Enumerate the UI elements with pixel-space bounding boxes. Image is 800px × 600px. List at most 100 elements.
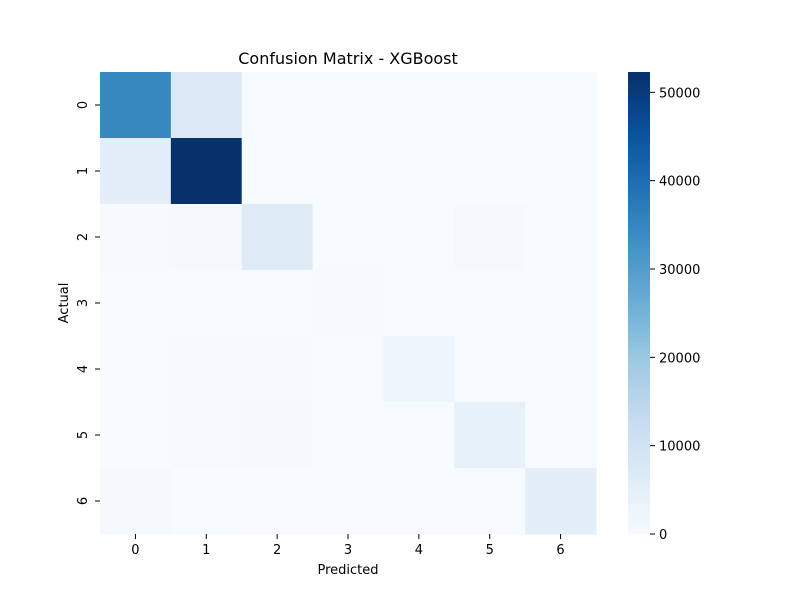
colorbar-segment-106 — [628, 122, 650, 127]
colorbar-segment-42 — [628, 368, 650, 373]
heatmap-cell-6-2 — [241, 468, 314, 535]
heatmap-cell-1-2 — [241, 138, 314, 205]
colorbar-segment-71 — [628, 256, 650, 262]
colorbar-segment-70 — [628, 260, 650, 266]
colorbar-segment-57 — [628, 310, 650, 316]
heatmap-cell-4-6 — [525, 336, 597, 403]
colorbar-segment-87 — [628, 195, 650, 200]
colorbar-segment-74 — [628, 245, 650, 250]
heatmap-cell-5-4 — [383, 402, 455, 469]
heatmap-cell-3-2 — [241, 270, 314, 337]
heatmap-cell-1-4 — [383, 138, 455, 205]
colorbar-segment-97 — [628, 156, 650, 162]
colorbar-segment-78 — [628, 229, 650, 235]
colorbar-segment-24 — [628, 437, 650, 443]
colorbar-segment-38 — [628, 383, 650, 389]
heatmap-cell-1-6 — [525, 138, 597, 205]
colorbar-segment-84 — [628, 206, 650, 212]
colorbar-segment-1 — [628, 526, 650, 531]
heatmap-cell-5-1 — [170, 402, 243, 469]
colorbar-tick-label-3: 30000 — [659, 263, 700, 278]
colorbar-segment-112 — [628, 98, 650, 104]
colorbar-segment-89 — [628, 187, 650, 192]
heatmap-cell-6-4 — [383, 468, 455, 535]
heatmap-cell-2-2 — [241, 204, 314, 271]
heatmap-cell-4-3 — [312, 336, 385, 403]
colorbar-segment-72 — [628, 252, 650, 258]
heatmap-cell-5-2 — [241, 402, 314, 469]
colorbar-segment-96 — [628, 160, 650, 165]
colorbar-segment-91 — [628, 179, 650, 185]
colorbar-segment-4 — [628, 514, 650, 520]
colorbar-segment-55 — [628, 318, 650, 323]
colorbar-segment-23 — [628, 441, 650, 447]
colorbar-segment-49 — [628, 341, 650, 346]
colorbar-segment-52 — [628, 329, 650, 335]
colorbar-segment-29 — [628, 418, 650, 423]
heatmap-cell-6-6 — [525, 468, 597, 535]
colorbar-segment-14 — [628, 476, 650, 481]
colorbar-segment-37 — [628, 387, 650, 393]
heatmap-cell-5-6 — [525, 402, 597, 469]
colorbar-segment-81 — [628, 218, 650, 223]
x-tick-label-4: 4 — [415, 543, 423, 558]
colorbar-segment-66 — [628, 276, 650, 281]
colorbar-segment-79 — [628, 226, 650, 231]
heatmap-cell-0-0 — [100, 72, 172, 139]
colorbar-segment-65 — [628, 279, 650, 285]
heatmap-cell-6-3 — [312, 468, 385, 535]
chart-title: Confusion Matrix - XGBoost — [238, 49, 458, 68]
colorbar-segment-116 — [628, 83, 650, 88]
colorbar-segment-53 — [628, 326, 650, 331]
heatmap-cell-0-4 — [383, 72, 455, 139]
heatmap-cell-4-5 — [454, 336, 526, 403]
y-tick-label-4: 4 — [76, 365, 91, 373]
heatmap-cell-2-3 — [312, 204, 385, 271]
y-tick-label-1: 1 — [76, 167, 91, 175]
colorbar-tick-label-2: 20000 — [659, 351, 700, 366]
colorbar-segment-62 — [628, 291, 650, 296]
colorbar-segment-6 — [628, 507, 650, 512]
colorbar-tick-label-4: 40000 — [659, 175, 700, 190]
heatmap-cell-2-4 — [383, 204, 455, 271]
colorbar-segment-40 — [628, 376, 650, 381]
x-axis-ticks: 0 1 2 3 4 5 6 — [131, 534, 565, 558]
colorbar-segment-3 — [628, 518, 650, 524]
colorbar-segment-77 — [628, 233, 650, 239]
colorbar-segment-47 — [628, 349, 650, 354]
colorbar-segment-44 — [628, 360, 650, 366]
colorbar-segment-31 — [628, 410, 650, 416]
colorbar-segment-12 — [628, 483, 650, 489]
colorbar-segment-8 — [628, 499, 650, 504]
heatmap-cell-0-6 — [525, 72, 597, 139]
heatmap-cell-3-0 — [100, 270, 172, 337]
heatmap-cell-1-5 — [454, 138, 526, 205]
heatmap-cell-3-6 — [525, 270, 597, 337]
colorbar-segment-5 — [628, 510, 650, 516]
colorbar-segment-36 — [628, 391, 650, 396]
colorbar-segment-64 — [628, 283, 650, 289]
colorbar-segment-69 — [628, 264, 650, 269]
heatmap-cell-4-2 — [241, 336, 314, 403]
colorbar-segment-85 — [628, 202, 650, 208]
heatmap-cell-0-5 — [454, 72, 526, 139]
colorbar-segment-98 — [628, 152, 650, 158]
x-tick-label-5: 5 — [486, 543, 494, 558]
x-tick-label-2: 2 — [273, 543, 281, 558]
heatmap-cell-0-3 — [312, 72, 385, 139]
colorbar-segment-39 — [628, 380, 650, 385]
colorbar-segment-51 — [628, 333, 650, 339]
colorbar-segment-99 — [628, 149, 650, 154]
colorbar-segment-110 — [628, 106, 650, 112]
colorbar-segment-104 — [628, 129, 650, 135]
colorbar-tick-label-0: 0 — [659, 528, 667, 543]
colorbar-segment-9 — [628, 495, 650, 500]
colorbar-segment-26 — [628, 430, 650, 435]
y-tick-label-6: 6 — [76, 497, 91, 505]
colorbar-segment-107 — [628, 118, 650, 123]
colorbar-segment-56 — [628, 314, 650, 319]
heatmap-cell-2-6 — [525, 204, 597, 271]
colorbar-segment-16 — [628, 468, 650, 473]
x-axis-label: Predicted — [317, 563, 378, 578]
